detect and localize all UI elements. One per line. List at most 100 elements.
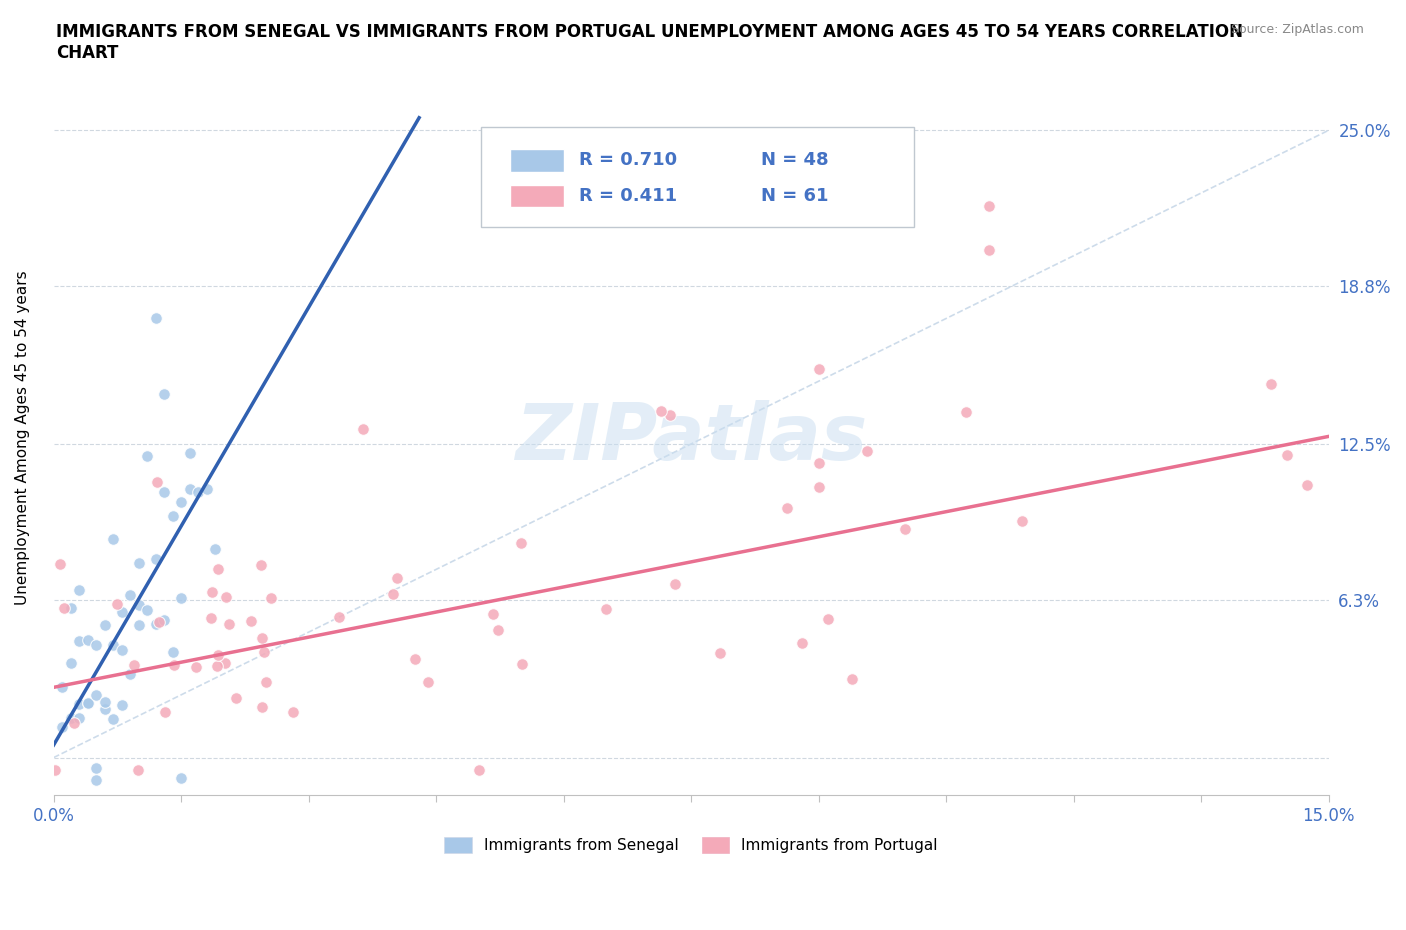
Point (153, 485, 176, 499)
Point (260, 591, 283, 605)
FancyBboxPatch shape (510, 184, 564, 207)
Point (894, 522, 917, 537)
Point (215, 590, 238, 604)
Point (200, 610, 222, 625)
Point (62, 715, 84, 730)
Point (252, 631, 274, 645)
Point (1277, 447, 1299, 462)
Point (67, 633, 90, 648)
Point (955, 405, 977, 419)
Point (110, 698, 132, 713)
Point (128, 598, 150, 613)
Point (240, 613, 263, 628)
Point (254, 675, 277, 690)
Point (977, 198, 1000, 213)
Point (76, 696, 98, 711)
Point (1260, 377, 1282, 392)
Point (595, 602, 617, 617)
Point (84, 687, 107, 702)
Point (148, 615, 170, 630)
Point (790, 636, 813, 651)
Point (110, 643, 132, 658)
Point (1296, 478, 1319, 493)
Point (468, 763, 491, 777)
Point (93, 618, 115, 633)
Point (817, 612, 839, 627)
Point (67, 711, 90, 725)
Point (59, 601, 82, 616)
Point (416, 675, 439, 690)
Point (225, 690, 247, 705)
Point (776, 501, 799, 516)
Point (486, 622, 509, 637)
Legend: Immigrants from Senegal, Immigrants from Portugal: Immigrants from Senegal, Immigrants from… (439, 830, 943, 859)
Point (101, 531, 124, 546)
Point (67, 696, 90, 711)
Point (352, 421, 374, 436)
Point (51, 679, 73, 694)
Point (664, 577, 686, 591)
Point (253, 644, 276, 659)
Point (44, 763, 66, 777)
Text: ZIPatlas: ZIPatlas (515, 400, 868, 475)
Point (856, 443, 879, 458)
Point (67, 582, 90, 597)
Point (105, 596, 128, 611)
Point (187, 485, 209, 499)
Point (659, 407, 682, 422)
Point (101, 711, 124, 726)
FancyBboxPatch shape (481, 126, 914, 227)
Point (59, 711, 82, 725)
Text: N = 48: N = 48 (761, 152, 830, 169)
Point (249, 558, 271, 573)
Point (162, 644, 184, 659)
Text: R = 0.411: R = 0.411 (579, 187, 678, 205)
Y-axis label: Unemployment Among Ages 45 to 54 years: Unemployment Among Ages 45 to 54 years (15, 271, 30, 605)
Point (153, 386, 176, 401)
Point (146, 474, 169, 489)
Point (162, 508, 184, 523)
Point (807, 456, 830, 471)
Point (145, 617, 167, 631)
Point (214, 656, 236, 671)
Point (404, 652, 426, 667)
Point (328, 609, 350, 624)
Text: Source: ZipAtlas.com: Source: ZipAtlas.com (1230, 23, 1364, 36)
Point (382, 587, 405, 602)
Point (207, 562, 229, 577)
Point (136, 603, 159, 618)
Point (59, 656, 82, 671)
Point (385, 571, 408, 586)
Point (84, 637, 107, 652)
Point (807, 361, 830, 376)
Text: IMMIGRANTS FROM SENEGAL VS IMMIGRANTS FROM PORTUGAL UNEMPLOYMENT AMONG AGES 45 T: IMMIGRANTS FROM SENEGAL VS IMMIGRANTS FR… (56, 23, 1243, 62)
Point (170, 770, 193, 785)
Point (101, 637, 124, 652)
FancyBboxPatch shape (510, 149, 564, 172)
Point (93, 701, 115, 716)
Point (650, 404, 672, 418)
Point (127, 763, 149, 777)
Point (250, 699, 273, 714)
Point (145, 311, 167, 325)
Point (120, 666, 142, 681)
Point (76, 632, 98, 647)
Point (51, 719, 73, 734)
Point (977, 243, 1000, 258)
Point (120, 587, 142, 602)
Text: R = 0.710: R = 0.710 (579, 152, 678, 169)
Point (482, 607, 505, 622)
Point (201, 584, 224, 599)
Point (186, 660, 208, 675)
Point (170, 495, 193, 510)
Point (122, 658, 145, 672)
Point (205, 658, 228, 673)
Point (136, 449, 159, 464)
Point (163, 658, 186, 672)
Point (93, 695, 115, 710)
Point (512, 657, 534, 671)
Point (145, 551, 167, 566)
Point (218, 617, 240, 631)
Point (49, 557, 72, 572)
Point (128, 556, 150, 571)
